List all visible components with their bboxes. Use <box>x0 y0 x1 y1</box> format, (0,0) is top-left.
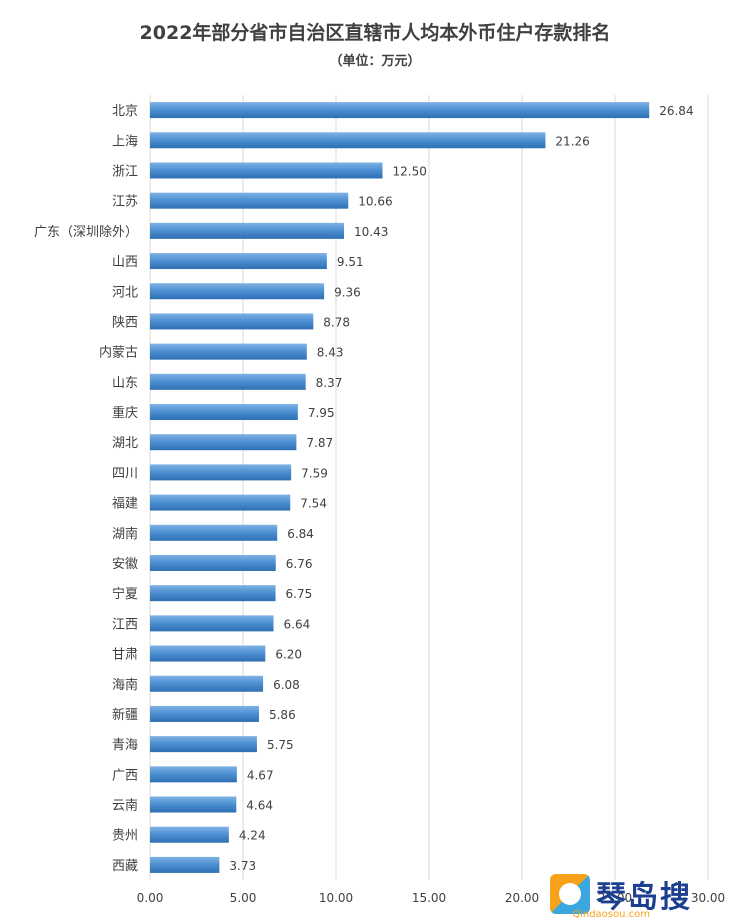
bar <box>150 132 546 149</box>
bar <box>150 585 276 602</box>
category-label: 安徽 <box>112 557 138 572</box>
bar <box>150 554 276 571</box>
bar <box>150 766 237 783</box>
category-label: 宁夏 <box>112 586 138 602</box>
data-label: 7.95 <box>308 406 335 420</box>
bar <box>150 524 278 541</box>
bar <box>150 404 298 421</box>
data-label: 9.51 <box>337 255 364 269</box>
bar <box>150 192 349 209</box>
watermark-logo: 琴岛搜 <box>550 872 692 916</box>
data-label: 6.20 <box>275 648 302 662</box>
data-label: 4.67 <box>247 768 274 782</box>
bar <box>150 615 274 632</box>
bar <box>150 373 306 390</box>
bar <box>150 645 266 662</box>
bar <box>150 826 229 843</box>
category-label: 福建 <box>112 497 138 512</box>
x-tick-label: 0.00 <box>137 891 164 905</box>
bar <box>150 675 264 692</box>
data-label: 6.76 <box>286 557 313 571</box>
data-label: 6.08 <box>273 678 300 692</box>
category-label: 四川 <box>112 466 138 481</box>
data-label: 10.66 <box>358 195 392 209</box>
category-label: 浙江 <box>112 164 138 179</box>
x-tick-label: 30.00 <box>691 891 725 905</box>
data-label: 9.36 <box>334 285 361 299</box>
category-label: 广东（深圳除外） <box>34 225 138 240</box>
data-label: 7.54 <box>300 497 327 511</box>
data-label: 26.84 <box>659 104 693 118</box>
bar <box>150 434 297 451</box>
data-label: 8.43 <box>317 346 344 360</box>
data-label: 8.78 <box>323 315 350 329</box>
logo-mark-icon <box>550 874 590 914</box>
category-label: 重庆 <box>112 405 138 421</box>
x-tick-label: 5.00 <box>230 891 257 905</box>
data-label: 5.75 <box>267 738 294 752</box>
category-label: 贵州 <box>112 829 138 844</box>
x-tick-label: 25.00 <box>598 891 632 905</box>
bar <box>150 162 383 179</box>
data-label: 6.84 <box>287 527 314 541</box>
category-label: 江西 <box>112 617 138 632</box>
data-label: 4.64 <box>246 799 273 813</box>
bar <box>150 736 257 753</box>
category-label: 山东 <box>112 376 138 391</box>
bar <box>150 283 325 300</box>
category-label: 甘肃 <box>112 648 138 663</box>
x-tick-label: 20.00 <box>505 891 539 905</box>
bar <box>150 222 344 239</box>
bar <box>150 313 314 330</box>
category-label: 江苏 <box>112 194 138 210</box>
category-label: 广西 <box>112 768 138 783</box>
category-label: 内蒙古 <box>99 345 138 361</box>
logo-text: 琴岛搜 <box>596 880 692 915</box>
data-label: 4.24 <box>239 829 266 843</box>
bar <box>150 464 292 481</box>
data-label: 7.59 <box>301 466 328 480</box>
category-label: 上海 <box>112 134 138 149</box>
data-label: 6.75 <box>286 587 313 601</box>
category-label: 新疆 <box>112 707 138 723</box>
bar <box>150 343 307 360</box>
chart-title: 2022年部分省市自治区直辖市人均本外币住户存款排名 <box>139 22 611 44</box>
chart-subtitle: （单位：万元） <box>329 54 421 69</box>
x-tick-label: 10.00 <box>319 891 353 905</box>
data-label: 3.73 <box>229 859 256 873</box>
data-label: 21.26 <box>555 134 589 148</box>
category-label: 山西 <box>112 255 138 270</box>
category-label: 青海 <box>112 738 138 753</box>
bar <box>150 705 259 722</box>
bar <box>150 796 237 813</box>
data-label: 5.86 <box>269 708 296 722</box>
data-label: 8.37 <box>316 376 343 390</box>
bar <box>150 856 220 873</box>
data-label: 10.43 <box>354 225 388 239</box>
category-label: 海南 <box>112 677 138 693</box>
category-label: 河北 <box>112 285 138 300</box>
category-label: 湖北 <box>112 436 138 451</box>
data-label: 6.64 <box>284 617 311 631</box>
x-tick-label: 15.00 <box>412 891 446 905</box>
category-label: 北京 <box>112 104 138 119</box>
bar <box>150 253 327 270</box>
category-label: 西藏 <box>112 859 138 874</box>
category-label: 云南 <box>112 798 138 814</box>
category-label: 陕西 <box>112 315 138 330</box>
data-label: 12.50 <box>393 164 427 178</box>
bar <box>150 102 650 119</box>
data-label: 7.87 <box>306 436 333 450</box>
category-label: 湖南 <box>112 526 138 542</box>
bar <box>150 494 291 511</box>
watermark-url: Qindaosou.com <box>572 909 650 920</box>
